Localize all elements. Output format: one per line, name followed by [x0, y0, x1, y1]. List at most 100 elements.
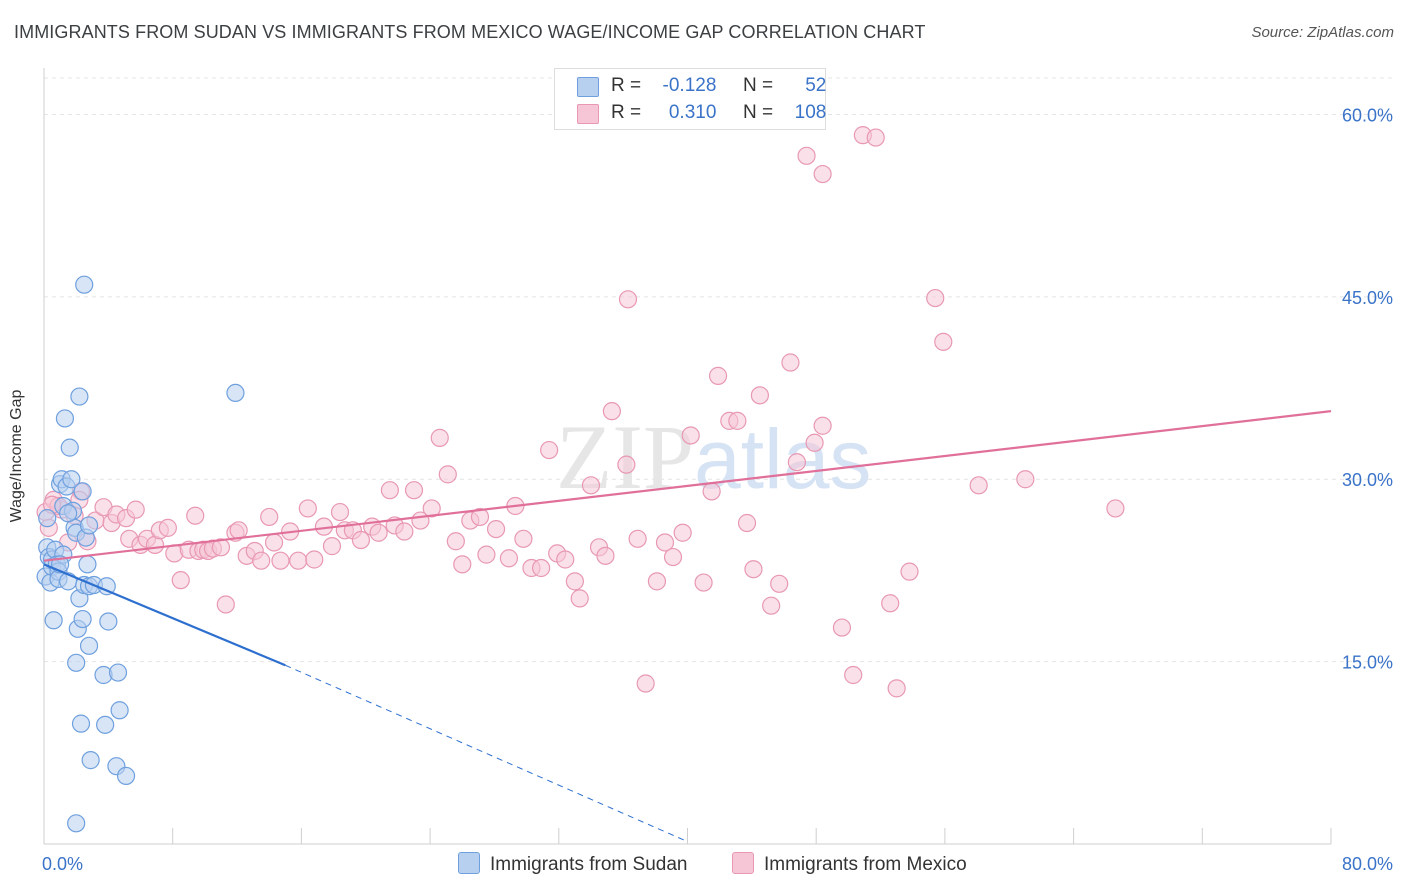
sudan-point	[62, 470, 81, 489]
trend-lines	[43, 410, 1332, 843]
mexico-point	[728, 411, 747, 430]
mexico-r-label: R =	[611, 102, 642, 123]
mexico-point	[1016, 470, 1035, 489]
mexico-point	[636, 674, 655, 693]
mexico-point	[602, 402, 621, 421]
mexico-point	[438, 465, 457, 484]
mexico-point	[762, 596, 781, 615]
mexico-point	[565, 572, 584, 591]
mexico-point	[781, 353, 800, 372]
sudan-point	[108, 663, 128, 682]
mexico-point	[514, 529, 533, 548]
mexico-point	[532, 558, 551, 578]
sudan-point	[59, 504, 78, 523]
mexico-point	[832, 618, 852, 637]
mexico-point	[330, 502, 350, 522]
axes	[43, 68, 1332, 845]
mexico-point	[900, 562, 919, 581]
mexico-point	[264, 533, 284, 552]
stats-legend: R = -0.128 N = 52 R = 0.310 N = 108	[554, 68, 826, 130]
mexico-n-value: 108	[794, 102, 827, 123]
mexico-point	[351, 530, 371, 550]
mexico-point	[322, 537, 342, 556]
mexico-point	[887, 679, 906, 698]
mexico-point	[229, 521, 248, 540]
sudan-point	[38, 509, 57, 528]
mexico-point	[252, 551, 271, 570]
y-tick-label: 60.0%	[1342, 105, 1393, 125]
tick-labels: 15.0% 30.0% 45.0% 60.0% 0.0% 80.0%	[42, 105, 1393, 874]
x-tick-label-min: 0.0%	[42, 854, 83, 874]
sudan-point	[116, 766, 136, 786]
sudan-point	[96, 715, 115, 734]
mexico-point	[681, 426, 700, 445]
mexico-point	[422, 499, 441, 518]
mexico-point	[805, 433, 824, 452]
sudan-r-value: -0.128	[662, 75, 717, 96]
mexico-point	[737, 513, 757, 533]
mexico-point	[380, 481, 399, 500]
y-tick-label: 15.0%	[1342, 653, 1393, 673]
legend-item-mexico[interactable]: Immigrants from Mexico	[732, 852, 967, 878]
mexico-point	[305, 550, 324, 569]
source-credit: Source: ZipAtlas.com	[1251, 24, 1394, 41]
mexico-point	[744, 560, 763, 579]
x-tick-label-max: 80.0%	[1342, 854, 1393, 874]
mexico-point	[647, 572, 667, 591]
mexico-point	[486, 519, 506, 539]
mexico-trend-line	[43, 410, 1332, 562]
mexico-point	[271, 551, 290, 570]
sudan-point	[60, 438, 79, 457]
mexico-point	[289, 551, 308, 570]
legend-mexico-label: Immigrants from Mexico	[764, 854, 967, 875]
mexico-point	[404, 481, 424, 500]
sudan-point	[110, 701, 129, 720]
mexico-point	[216, 595, 235, 614]
legend-sudan-swatch	[458, 852, 480, 874]
sudan-point	[67, 814, 86, 833]
mexico-point	[617, 455, 636, 474]
mexico-point	[694, 573, 713, 592]
sudan-swatch	[577, 77, 599, 97]
sudan-point	[99, 612, 118, 631]
mexico-point	[298, 499, 317, 518]
mexico-point	[618, 290, 638, 309]
legend-item-sudan[interactable]: Immigrants from Sudan	[458, 852, 687, 878]
mexico-point	[655, 533, 675, 552]
mexico-point	[881, 594, 900, 613]
sudan-point	[71, 714, 91, 733]
mexico-point	[395, 522, 414, 541]
mexico-point	[813, 164, 832, 184]
mexico-point	[770, 574, 789, 593]
mexico-point	[663, 547, 683, 567]
mexico-point	[969, 476, 988, 495]
mexico-point	[171, 571, 190, 590]
mexico-point	[570, 589, 589, 608]
mexico-point	[453, 555, 472, 574]
mexico-point	[797, 146, 816, 165]
mexico-point	[158, 518, 177, 537]
mexico-point	[556, 550, 575, 569]
mexico-point	[813, 416, 832, 435]
mexico-point	[750, 386, 769, 405]
mexico-point	[126, 500, 145, 519]
y-tick-label: 30.0%	[1342, 470, 1393, 490]
mexico-point	[260, 507, 279, 527]
mexico-point	[470, 507, 490, 527]
legend-mexico-swatch	[732, 852, 754, 874]
sudan-point	[44, 611, 63, 630]
mexico-point	[499, 549, 519, 568]
sudan-point	[79, 516, 99, 535]
mexico-point	[581, 476, 601, 495]
mexico-point	[628, 529, 647, 548]
mexico-point	[186, 506, 205, 525]
sudan-point	[73, 609, 92, 629]
sudan-n-value: 52	[805, 75, 827, 96]
sudan-trend-line	[43, 563, 286, 667]
sudan-trend-extension	[285, 664, 688, 843]
mexico-point	[430, 428, 449, 447]
y-tick-label: 45.0%	[1342, 288, 1393, 308]
sudan-point	[70, 387, 89, 406]
chart-title: IMMIGRANTS FROM SUDAN VS IMMIGRANTS FROM…	[14, 22, 926, 42]
